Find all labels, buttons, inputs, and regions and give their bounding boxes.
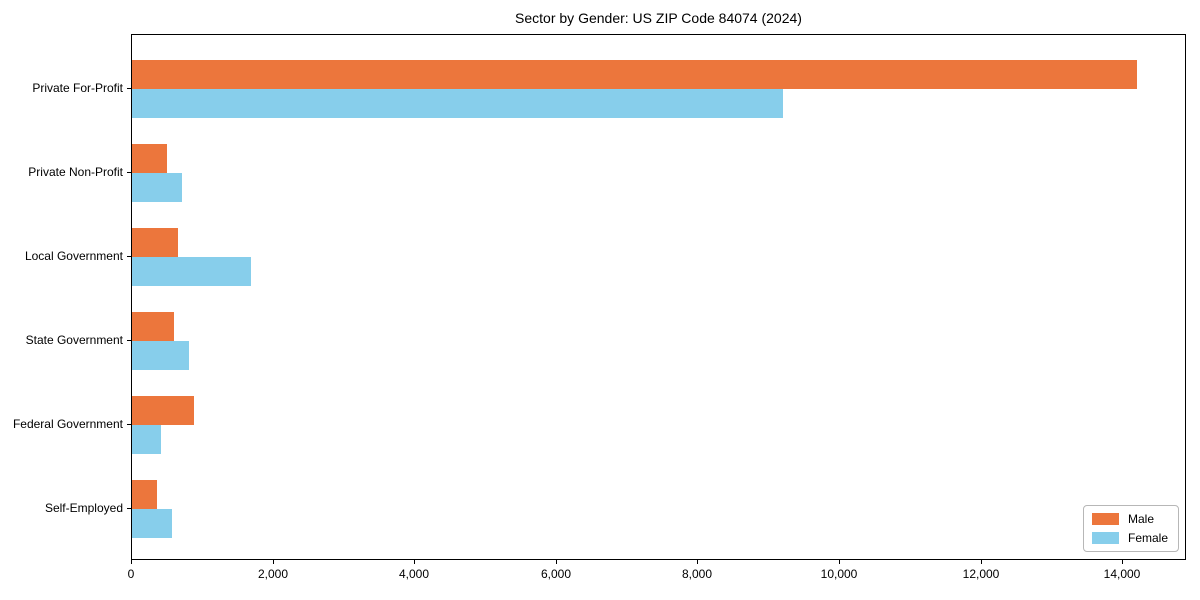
bar-male-private-non-profit bbox=[132, 144, 167, 173]
x-tick-label-4000: 4,000 bbox=[398, 567, 430, 581]
legend-item-female: Female bbox=[1091, 531, 1168, 545]
x-tick-mark bbox=[1122, 560, 1123, 564]
bar-male-self-employed bbox=[132, 480, 157, 509]
legend-label-female: Female bbox=[1127, 531, 1168, 545]
y-tick-mark bbox=[127, 424, 131, 425]
x-tick-label-8000: 8,000 bbox=[681, 567, 713, 581]
x-tick-label-14000: 14,000 bbox=[1103, 567, 1141, 581]
x-tick-mark bbox=[131, 560, 132, 564]
x-tick-mark bbox=[273, 560, 274, 564]
x-tick-label-0: 0 bbox=[127, 567, 135, 581]
legend-label-male: Male bbox=[1127, 512, 1154, 526]
x-tick-label-10000: 10,000 bbox=[820, 567, 858, 581]
x-tick-mark bbox=[697, 560, 698, 564]
bar-male-state-government bbox=[132, 312, 174, 341]
bar-female-local-government bbox=[132, 257, 251, 286]
bar-female-state-government bbox=[132, 341, 189, 370]
bar-female-private-non-profit bbox=[132, 173, 182, 202]
bar-female-self-employed bbox=[132, 509, 172, 538]
legend-swatch-male-icon bbox=[1091, 513, 1119, 525]
x-tick-label-12000: 12,000 bbox=[962, 567, 1000, 581]
y-tick-mark bbox=[127, 340, 131, 341]
y-tick-label-local-government: Local Government bbox=[24, 249, 123, 263]
y-tick-label-federal-government: Federal Government bbox=[12, 417, 123, 431]
x-tick-label-2000: 2,000 bbox=[257, 567, 289, 581]
bars-layer bbox=[132, 35, 1185, 559]
y-tick-label-state-government: State Government bbox=[25, 333, 123, 347]
bar-male-federal-government bbox=[132, 396, 194, 425]
x-tick-mark bbox=[556, 560, 557, 564]
plot-area: Male Female bbox=[131, 34, 1186, 560]
bar-male-private-for-profit bbox=[132, 60, 1137, 89]
y-tick-mark bbox=[127, 256, 131, 257]
y-tick-label-private-non-profit: Private Non-Profit bbox=[28, 165, 123, 179]
y-tick-mark bbox=[127, 88, 131, 89]
bar-female-private-for-profit bbox=[132, 89, 783, 118]
legend-swatch-female-icon bbox=[1091, 532, 1119, 544]
chart-title: Sector by Gender: US ZIP Code 84074 (202… bbox=[515, 10, 802, 26]
x-tick-label-6000: 6,000 bbox=[540, 567, 572, 581]
y-tick-label-self-employed: Self-Employed bbox=[44, 501, 123, 515]
y-tick-mark bbox=[127, 508, 131, 509]
x-tick-mark bbox=[839, 560, 840, 564]
y-tick-mark bbox=[127, 172, 131, 173]
bar-male-local-government bbox=[132, 228, 178, 257]
legend: Male Female bbox=[1082, 505, 1179, 552]
y-tick-label-private-for-profit: Private For-Profit bbox=[32, 81, 123, 95]
bar-female-federal-government bbox=[132, 425, 161, 454]
legend-item-male: Male bbox=[1091, 512, 1168, 526]
x-tick-mark bbox=[414, 560, 415, 564]
x-tick-mark bbox=[981, 560, 982, 564]
